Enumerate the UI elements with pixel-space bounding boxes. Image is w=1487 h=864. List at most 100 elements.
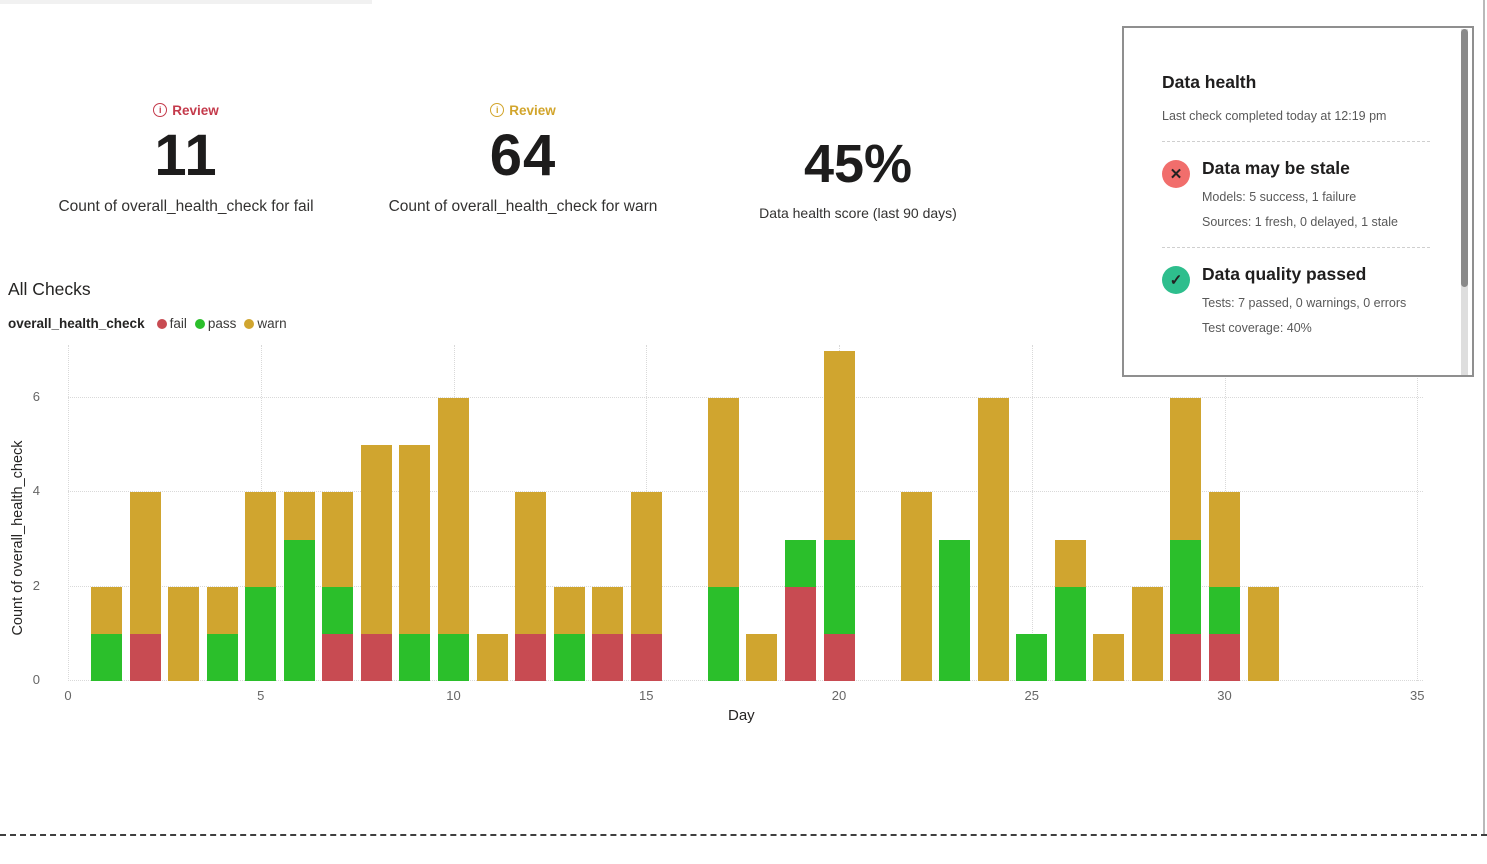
kpi-label-fail: Count of overall_health_check for fail (58, 197, 314, 215)
gridline-vertical (1031, 345, 1033, 681)
panel-last-check: Last check completed today at 12:19 pm (1162, 109, 1387, 123)
bar-segment-pass-day-10[interactable] (438, 633, 469, 681)
panel-section-title: Data may be stale (1202, 158, 1350, 178)
bar-segment-fail-day-15[interactable] (630, 633, 662, 681)
bar-segment-pass-day-20[interactable] (823, 539, 855, 634)
bar-segment-warn-day-10[interactable] (438, 398, 469, 634)
bar-segment-pass-day-19[interactable] (784, 539, 816, 587)
x-tick-label: 35 (1410, 688, 1425, 703)
bar-segment-warn-day-14[interactable] (592, 586, 624, 634)
bar-segment-pass-day-4[interactable] (206, 633, 238, 681)
bar-segment-pass-day-13[interactable] (553, 633, 585, 681)
bar-segment-pass-day-5[interactable] (245, 586, 277, 681)
review-label: Review (509, 102, 556, 118)
bar-segment-warn-day-8[interactable] (360, 445, 392, 634)
bar-segment-warn-day-28[interactable] (1131, 586, 1163, 681)
bar-segment-fail-day-30[interactable] (1209, 633, 1240, 681)
window-right-edge (1483, 0, 1485, 835)
gridline-horizontal (68, 491, 1423, 493)
bar-segment-pass-day-17[interactable] (707, 586, 739, 681)
bar-segment-warn-day-9[interactable] (399, 445, 431, 634)
kpi-value-health-score: 45% (803, 134, 913, 194)
bar-segment-warn-day-22[interactable] (900, 492, 932, 681)
bottom-dashed-divider (0, 834, 1487, 836)
panel-title: Data health (1162, 72, 1257, 92)
legend-item-warn[interactable]: warn (244, 316, 287, 331)
bar-segment-pass-day-26[interactable] (1054, 586, 1086, 681)
bar-segment-warn-day-15[interactable] (630, 492, 662, 634)
bar-segment-warn-day-18[interactable] (746, 633, 778, 681)
bar-segment-fail-day-12[interactable] (515, 633, 547, 681)
panel-models-line: Models: 5 success, 1 failure (1202, 190, 1357, 204)
review-link-fail[interactable]: i Review (153, 103, 219, 118)
y-tick-label: 2 (32, 577, 40, 593)
y-tick-label: 0 (32, 672, 40, 687)
legend-dot-warn (244, 318, 255, 329)
bar-segment-warn-day-1[interactable] (91, 586, 123, 634)
bar-segment-pass-day-30[interactable] (1209, 586, 1240, 634)
info-icon: i (490, 103, 505, 117)
panel-section-stale: ✕ Data may be stale Models: 5 success, 1… (1162, 158, 1430, 229)
y-axis-title: Count of overall_health_check (10, 440, 26, 636)
bar-segment-warn-day-17[interactable] (707, 398, 739, 587)
bar-segment-warn-day-13[interactable] (553, 586, 585, 634)
bar-segment-pass-day-29[interactable] (1170, 539, 1202, 634)
kpi-label-warn: Count of overall_health_check for warn (388, 197, 658, 215)
window-top-strip (0, 0, 372, 4)
bar-segment-warn-day-27[interactable] (1093, 633, 1125, 681)
bar-segment-fail-day-20[interactable] (823, 633, 855, 681)
bar-segment-pass-day-1[interactable] (91, 633, 123, 681)
panel-sources-line: Sources: 1 fresh, 0 delayed, 1 stale (1202, 215, 1398, 229)
panel-divider (1162, 247, 1430, 248)
legend-series-name: overall_health_check (8, 316, 145, 331)
bar-segment-pass-day-9[interactable] (399, 633, 431, 681)
panel-scrollbar-thumb[interactable] (1461, 29, 1468, 287)
gridline-horizontal (68, 680, 1423, 681)
bar-segment-fail-day-2[interactable] (129, 633, 161, 681)
x-tick-label: 30 (1217, 688, 1232, 703)
panel-section-quality: ✓ Data quality passed Tests: 7 passed, 0… (1162, 264, 1430, 335)
x-tick-label: 10 (446, 688, 461, 703)
bar-segment-warn-day-30[interactable] (1209, 492, 1240, 587)
legend-item-pass[interactable]: pass (194, 316, 237, 331)
legend-label: warn (257, 316, 287, 331)
legend-item-fail[interactable]: fail (156, 316, 187, 331)
bar-segment-warn-day-6[interactable] (283, 492, 315, 540)
bar-segment-warn-day-24[interactable] (977, 398, 1009, 681)
bar-segment-pass-day-6[interactable] (283, 539, 315, 681)
bar-segment-warn-day-20[interactable] (823, 350, 855, 540)
panel-coverage-line: Test coverage: 40% (1202, 321, 1312, 335)
bar-segment-warn-day-29[interactable] (1170, 398, 1202, 540)
bar-segment-warn-day-2[interactable] (129, 492, 161, 634)
bar-segment-fail-day-8[interactable] (360, 633, 392, 681)
bar-segment-warn-day-11[interactable] (476, 633, 508, 681)
chart-title: All Checks (8, 279, 91, 299)
gridline-horizontal (68, 397, 1423, 399)
bar-segment-fail-day-29[interactable] (1170, 633, 1202, 681)
gridline-vertical (1417, 345, 1419, 681)
bar-segment-warn-day-12[interactable] (515, 492, 547, 634)
pass-check-icon: ✓ (1162, 266, 1190, 294)
bar-segment-pass-day-7[interactable] (322, 586, 354, 634)
y-tick-label: 4 (32, 483, 40, 499)
kpi-value-fail: 11 (154, 123, 218, 188)
gridline-horizontal (68, 585, 1423, 587)
bar-segment-pass-day-23[interactable] (939, 539, 971, 681)
legend-label: pass (207, 316, 237, 331)
bar-segment-warn-day-4[interactable] (206, 586, 238, 634)
bar-segment-fail-day-7[interactable] (322, 633, 354, 681)
kpi-card-warn: i Review 64 Count of overall_health_chec… (363, 100, 683, 219)
bar-segment-pass-day-25[interactable] (1016, 633, 1048, 681)
bar-segment-fail-day-19[interactable] (784, 586, 816, 681)
bar-segment-warn-day-26[interactable] (1054, 539, 1086, 587)
x-tick-label: 15 (639, 688, 654, 703)
bar-chart-plot-area (68, 345, 1428, 681)
bar-segment-warn-day-7[interactable] (322, 492, 354, 587)
bar-segment-warn-day-3[interactable] (168, 586, 200, 681)
panel-tests-line: Tests: 7 passed, 0 warnings, 0 errors (1202, 296, 1407, 310)
bar-segment-warn-day-5[interactable] (245, 492, 277, 587)
bar-segment-fail-day-14[interactable] (592, 633, 624, 681)
chart-legend: overall_health_check fail pass warn (8, 316, 287, 331)
review-link-warn[interactable]: i Review (490, 103, 556, 118)
bar-segment-warn-day-31[interactable] (1247, 586, 1279, 681)
